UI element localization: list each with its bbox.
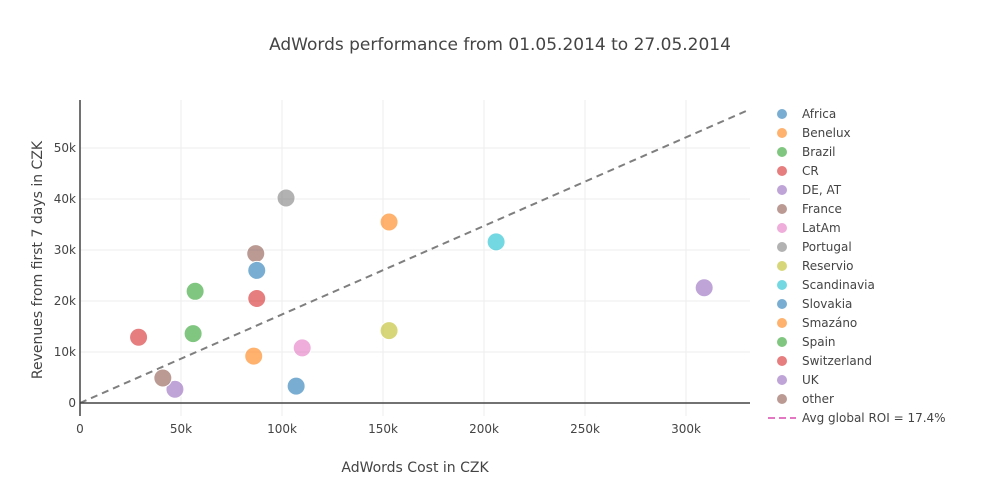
legend-marker <box>777 375 787 385</box>
legend-label: UK <box>802 373 820 387</box>
legend-marker <box>777 318 787 328</box>
legend-label: Slovakia <box>802 297 852 311</box>
legend-item[interactable]: Spain <box>777 335 836 349</box>
point-spain[interactable] <box>185 281 205 301</box>
legend-marker <box>777 242 787 252</box>
point-slovakia[interactable] <box>247 260 267 280</box>
legend-item[interactable]: Portugal <box>777 240 852 254</box>
legend-marker <box>777 394 787 404</box>
point-reservio[interactable] <box>379 321 399 341</box>
x-axis-title: AdWords Cost in CZK <box>341 460 489 476</box>
chart-title: AdWords performance from 01.05.2014 to 2… <box>269 35 731 55</box>
legend-label: other <box>802 392 834 406</box>
legend-item-reference[interactable]: Avg global ROI = 17.4% <box>768 411 946 425</box>
reference-line-layer <box>79 109 748 404</box>
legend-item[interactable]: France <box>777 202 842 216</box>
legend-item[interactable]: LatAm <box>777 221 841 235</box>
legend-label: Scandinavia <box>802 278 875 292</box>
legend-marker <box>777 147 787 157</box>
y-tick-label: 10k <box>54 345 76 359</box>
legend-item[interactable]: Slovakia <box>777 297 852 311</box>
legend-marker <box>777 261 787 271</box>
gridlines <box>80 100 750 416</box>
legend-item[interactable]: Smazáno <box>777 316 857 330</box>
legend-marker <box>777 204 787 214</box>
legend-label: Brazil <box>802 145 836 159</box>
legend-label: Benelux <box>802 126 851 140</box>
point-africa[interactable] <box>286 376 306 396</box>
data-points <box>129 188 714 399</box>
legend-marker <box>777 299 787 309</box>
legend-label: Spain <box>802 335 836 349</box>
axes <box>79 100 750 416</box>
legend-label: LatAm <box>802 221 841 235</box>
legend-item[interactable]: UK <box>777 373 820 387</box>
point-other[interactable] <box>153 368 173 388</box>
legend-marker <box>777 166 787 176</box>
legend-marker <box>777 109 787 119</box>
legend-label: Africa <box>802 107 836 121</box>
legend-marker <box>777 128 787 138</box>
legend-label: CR <box>802 164 819 178</box>
legend-marker <box>777 337 787 347</box>
legend-marker <box>777 223 787 233</box>
legend-label: DE, AT <box>802 183 842 197</box>
point-latam[interactable] <box>292 338 312 358</box>
legend-item[interactable]: Reservio <box>777 259 854 273</box>
legend-item[interactable]: DE, AT <box>777 183 842 197</box>
point-brazil[interactable] <box>183 324 203 344</box>
x-tick-label: 50k <box>170 422 192 436</box>
legend-item[interactable]: CR <box>777 164 819 178</box>
y-axis-title: Revenues from first 7 days in CZK <box>30 140 46 379</box>
point-benelux[interactable] <box>244 346 264 366</box>
legend-item[interactable]: other <box>777 392 834 406</box>
y-tick-label: 50k <box>54 141 76 155</box>
y-tick-label: 40k <box>54 192 76 206</box>
legend-marker <box>777 185 787 195</box>
point-uk[interactable] <box>694 278 714 298</box>
legend-label: Reservio <box>802 259 854 273</box>
point-switzerland[interactable] <box>247 288 267 308</box>
roi-reference-line <box>79 109 748 404</box>
y-tick-label: 20k <box>54 294 76 308</box>
x-tick-label: 0 <box>76 422 84 436</box>
x-tick-label: 300k <box>671 422 701 436</box>
legend-label: Smazáno <box>802 316 857 330</box>
legend-label: Switzerland <box>802 354 872 368</box>
point-scandinavia[interactable] <box>486 232 506 252</box>
point-portugal[interactable] <box>276 188 296 208</box>
x-tick-label: 100k <box>267 422 297 436</box>
x-tick-label: 250k <box>570 422 600 436</box>
legend-item[interactable]: Scandinavia <box>777 278 875 292</box>
legend-marker <box>777 280 787 290</box>
tick-labels: 0 50k 100k 150k 200k 250k 300k 0 10k 20k 30k 40k 50k <box>54 141 701 436</box>
legend-item[interactable]: Benelux <box>777 126 851 140</box>
legend[interactable]: Africa Benelux Brazil CR DE, AT France LatAm Po… <box>768 107 946 425</box>
y-tick-label: 30k <box>54 243 76 257</box>
point-de-at[interactable] <box>165 379 185 399</box>
legend-label: Portugal <box>802 240 852 254</box>
point-france[interactable] <box>246 244 266 264</box>
x-tick-label: 200k <box>469 422 499 436</box>
legend-marker <box>777 356 787 366</box>
legend-reference-label: Avg global ROI = 17.4% <box>802 411 946 425</box>
legend-label: France <box>802 202 842 216</box>
legend-item[interactable]: Switzerland <box>777 354 872 368</box>
y-tick-label: 0 <box>68 396 76 410</box>
legend-item[interactable]: Africa <box>777 107 836 121</box>
point-cr[interactable] <box>129 327 149 347</box>
point-smaz-no[interactable] <box>379 212 399 232</box>
x-tick-label: 150k <box>368 422 398 436</box>
legend-item[interactable]: Brazil <box>777 145 836 159</box>
